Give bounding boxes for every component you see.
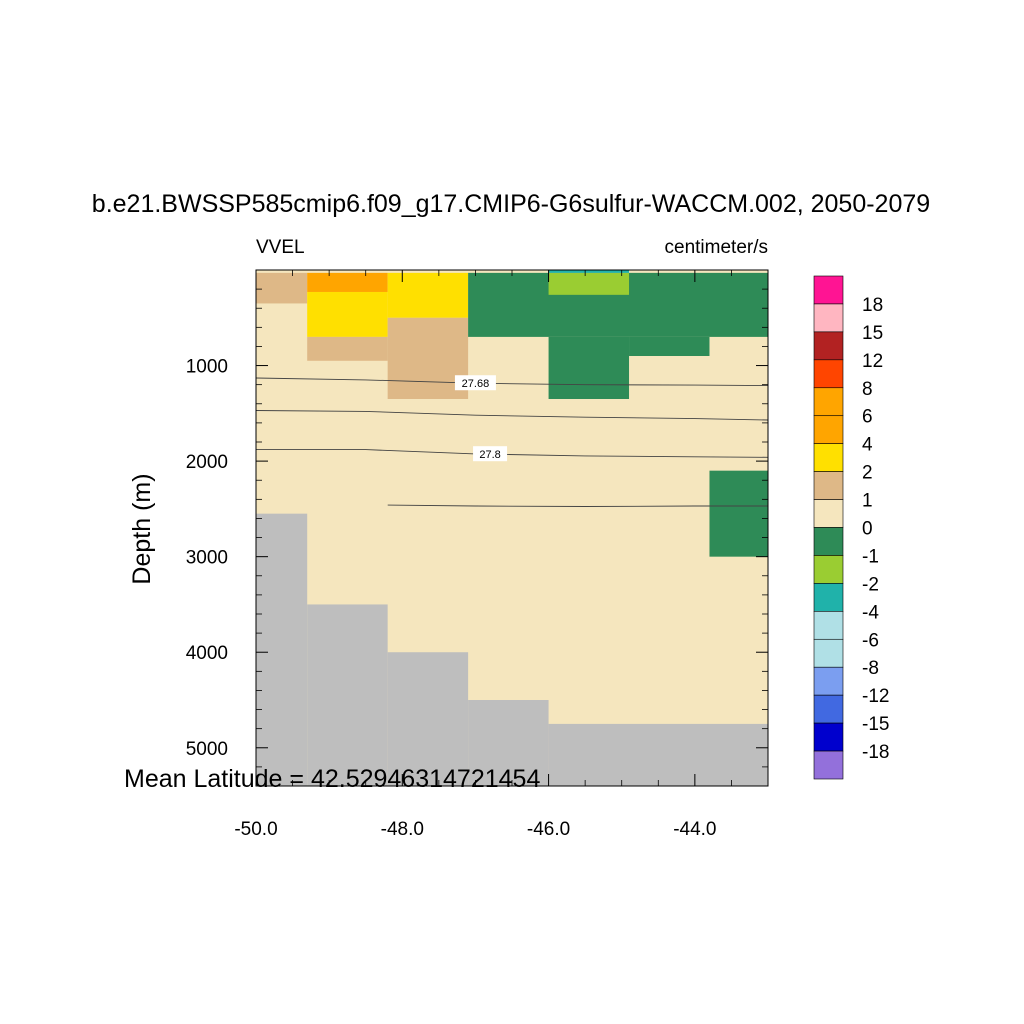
colorbar-box [813, 443, 844, 472]
colorbar-box [813, 471, 844, 500]
colorbar-box [813, 666, 844, 696]
heatmap-cell-5 [307, 336, 388, 361]
chart-title: b.e21.BWSSP585cmip6.f09_g17.CMIP6-G6sulf… [92, 190, 930, 218]
heatmap-cell-8 [548, 336, 630, 399]
colorbar-box [813, 359, 844, 389]
mean-latitude-label: Mean Latitude = 42.52946314721454 [124, 765, 540, 793]
heatmap-cell-1 [256, 272, 308, 304]
heatmap-cell-17 [548, 723, 768, 786]
colorbar-box [813, 527, 844, 556]
heatmap-cell-11 [548, 270, 630, 273]
colorbar-box [813, 275, 844, 305]
colorbar-box [813, 499, 844, 528]
heatmap-cell-15 [387, 652, 469, 786]
contour-label-bg-0 [454, 375, 496, 391]
colorbar-box [813, 583, 844, 612]
colorbar-label: -8 [862, 658, 879, 679]
colorbar-box [813, 611, 844, 640]
colorbar-box [813, 415, 844, 444]
heatmap-cell-6 [387, 317, 469, 399]
colorbar-label: -18 [862, 742, 889, 763]
colorbar: 18 15 12 8 6 4 2 1 0 -1 -2 -4 -6 -8 -12 -15 -18 [813, 275, 889, 780]
contour-lines: 27.68 27.8 [255, 375, 769, 507]
x-tick-label: -48.0 [381, 819, 424, 840]
colorbar-box [813, 694, 844, 724]
y-tick-label: 5000 [186, 739, 228, 760]
heatmap-cell-2 [307, 272, 388, 292]
contour-line-0 [255, 377, 769, 387]
colorbar-label: 6 [862, 407, 873, 428]
contour-line-3 [387, 504, 768, 507]
y-tick-label: 1000 [186, 357, 228, 378]
heatmap-cell-10 [548, 272, 630, 295]
colorbar-box [813, 555, 844, 584]
colorbar-box [813, 387, 844, 417]
y-tick-label: 3000 [186, 548, 228, 569]
plot-area [256, 270, 768, 786]
units-label: centimeter/s [665, 237, 768, 258]
heatmap-cell-9 [629, 336, 710, 356]
colorbar-label: 15 [862, 323, 883, 344]
heatmap-cell-16 [468, 700, 549, 786]
colorbar-label: 2 [862, 463, 873, 484]
x-tick-label: -46.0 [527, 819, 570, 840]
heatmap-cell-14 [307, 604, 388, 786]
colorbar-label: 4 [862, 435, 873, 456]
heatmap-cell-12 [709, 470, 768, 557]
colorbar-box [813, 303, 844, 333]
colorbar-label: -15 [862, 714, 889, 735]
colorbar-box [813, 638, 844, 668]
variable-label: VVEL [256, 237, 305, 258]
contour-line-1 [255, 410, 769, 421]
colorbar-label: -1 [862, 546, 879, 567]
colorbar-label: -6 [862, 630, 879, 651]
axes: -50.0 -48.0 -46.0 -44.0 1000 2000 3000 4000 5000 [186, 269, 769, 840]
colorbar-box [813, 722, 844, 752]
contour-label-0: 27.68 [462, 378, 490, 390]
colorbar-label: -2 [862, 574, 879, 595]
colorbar-label: 0 [862, 519, 873, 540]
colorbar-label: 8 [862, 379, 873, 400]
heatmap-cell-4 [387, 272, 469, 318]
heatmap-cell-13 [256, 513, 308, 786]
colorbar-box [813, 331, 844, 361]
y-tick-label: 2000 [186, 452, 228, 473]
colorbar-label: -12 [862, 686, 889, 707]
contour-line-2 [256, 449, 769, 458]
x-tick-label: -50.0 [234, 819, 277, 840]
colorbar-label: 12 [862, 351, 883, 372]
y-tick-label: 4000 [186, 643, 228, 664]
x-tick-label: -44.0 [673, 819, 716, 840]
contour-label-bg-2 [473, 446, 508, 462]
colorbar-label: -4 [862, 602, 879, 623]
colorbar-label: 1 [862, 491, 873, 512]
colorbar-box [813, 750, 844, 780]
y-axis-label: Depth (m) [128, 473, 156, 584]
colorbar-label: 18 [862, 295, 883, 316]
heatmap-cell-3 [307, 291, 388, 337]
contour-label-2: 27.8 [479, 449, 500, 461]
